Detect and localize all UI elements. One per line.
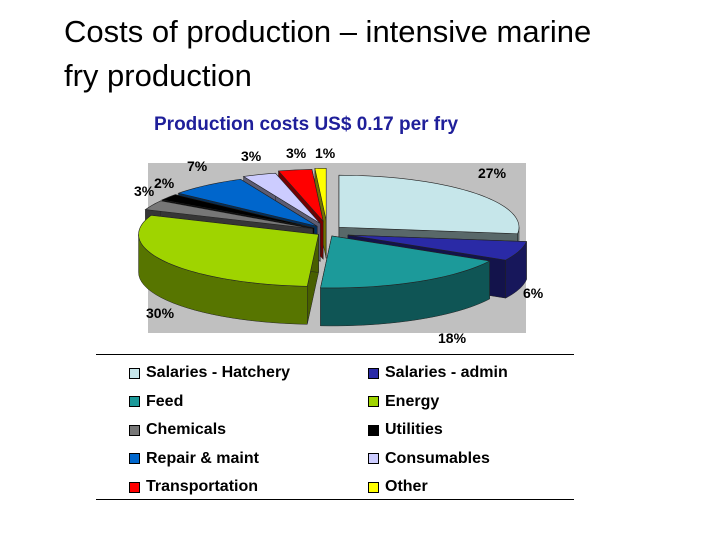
legend-label-utilities: Utilities <box>385 421 443 438</box>
data-label-energy: 30% <box>146 305 175 321</box>
legend-label-repair-maint: Repair & maint <box>146 449 259 467</box>
legend-label-other: Other <box>385 478 428 495</box>
pie-slice-utilities <box>161 194 315 229</box>
legend-item-chemicals: Chemicals <box>129 419 226 441</box>
slide-title-line-2: fry production <box>64 58 252 93</box>
pie-slice-transportation <box>277 169 324 223</box>
legend-swatch-salaries-hatchery <box>129 367 140 379</box>
legend-item-consumables: Consumables <box>368 448 490 470</box>
legend-swatch-feed <box>129 396 140 407</box>
data-label-consumables: 3% <box>241 148 262 164</box>
slide-title-line-1: Costs of production – intensive marine <box>64 14 592 49</box>
pie-slice-consumables <box>242 172 321 224</box>
pie-slice-repair-maint <box>177 178 318 227</box>
data-label-feed: 18% <box>438 330 467 346</box>
pie-slice-salaries-admin <box>347 234 527 261</box>
legend-swatch-chemicals <box>129 424 140 436</box>
legend-label-chemicals: Chemicals <box>146 421 227 438</box>
pie-slice-chemicals <box>144 200 313 230</box>
legend-label-salaries-hatchery: Salaries - Hatchery <box>146 364 291 381</box>
legend-label-feed: Feed <box>146 392 184 410</box>
legend-item-transportation: Transportation <box>129 476 258 498</box>
chart-title: Production costs US$ 0.17 per fry <box>154 114 459 135</box>
pie-top-layer <box>138 168 527 289</box>
legend-label-energy: Energy <box>385 392 440 410</box>
legend-label-salaries-admin: Salaries - admin <box>385 364 508 381</box>
data-label-repair-maint: 7% <box>187 158 208 174</box>
legend-item-salaries-admin: Salaries - admin <box>368 362 508 384</box>
pie-slice-other <box>314 168 327 221</box>
legend-swatch-other <box>368 481 379 493</box>
legend-swatch-utilities <box>368 424 379 436</box>
legend-swatch-consumables <box>368 453 379 464</box>
data-label-chemicals: 3% <box>134 183 155 199</box>
pie-slice-feed <box>320 235 491 289</box>
legend-item-utilities: Utilities <box>368 419 443 441</box>
pie-slice-salaries-hatchery <box>338 174 520 235</box>
legend-swatch-repair-maint <box>129 453 140 464</box>
legend-item-feed: Feed <box>129 391 183 413</box>
slide-title: Costs of production – intensive marine f… <box>64 10 704 98</box>
data-label-salaries-admin: 6% <box>523 285 544 301</box>
legend-item-energy: Energy <box>368 391 439 413</box>
legend-label-transportation: Transportation <box>146 478 259 495</box>
chart-legend: Salaries - Hatchery Salaries - admin Feed E… <box>96 354 574 500</box>
data-label-transportation: 3% <box>286 145 307 161</box>
legend-swatch-salaries-admin <box>368 367 379 379</box>
legend-swatch-energy <box>368 396 379 407</box>
legend-item-other: Other <box>368 476 428 498</box>
legend-item-salaries-hatchery: Salaries - Hatchery <box>129 362 290 384</box>
data-label-utilities: 2% <box>154 175 175 191</box>
pie-slice-energy <box>138 214 319 287</box>
legend-label-consumables: Consumables <box>385 449 490 467</box>
legend-item-repair-maint: Repair & maint <box>129 448 259 470</box>
data-label-salaries-hatchery: 27% <box>478 165 507 181</box>
data-label-other: 1% <box>315 145 336 161</box>
legend-swatch-transportation <box>129 481 140 493</box>
